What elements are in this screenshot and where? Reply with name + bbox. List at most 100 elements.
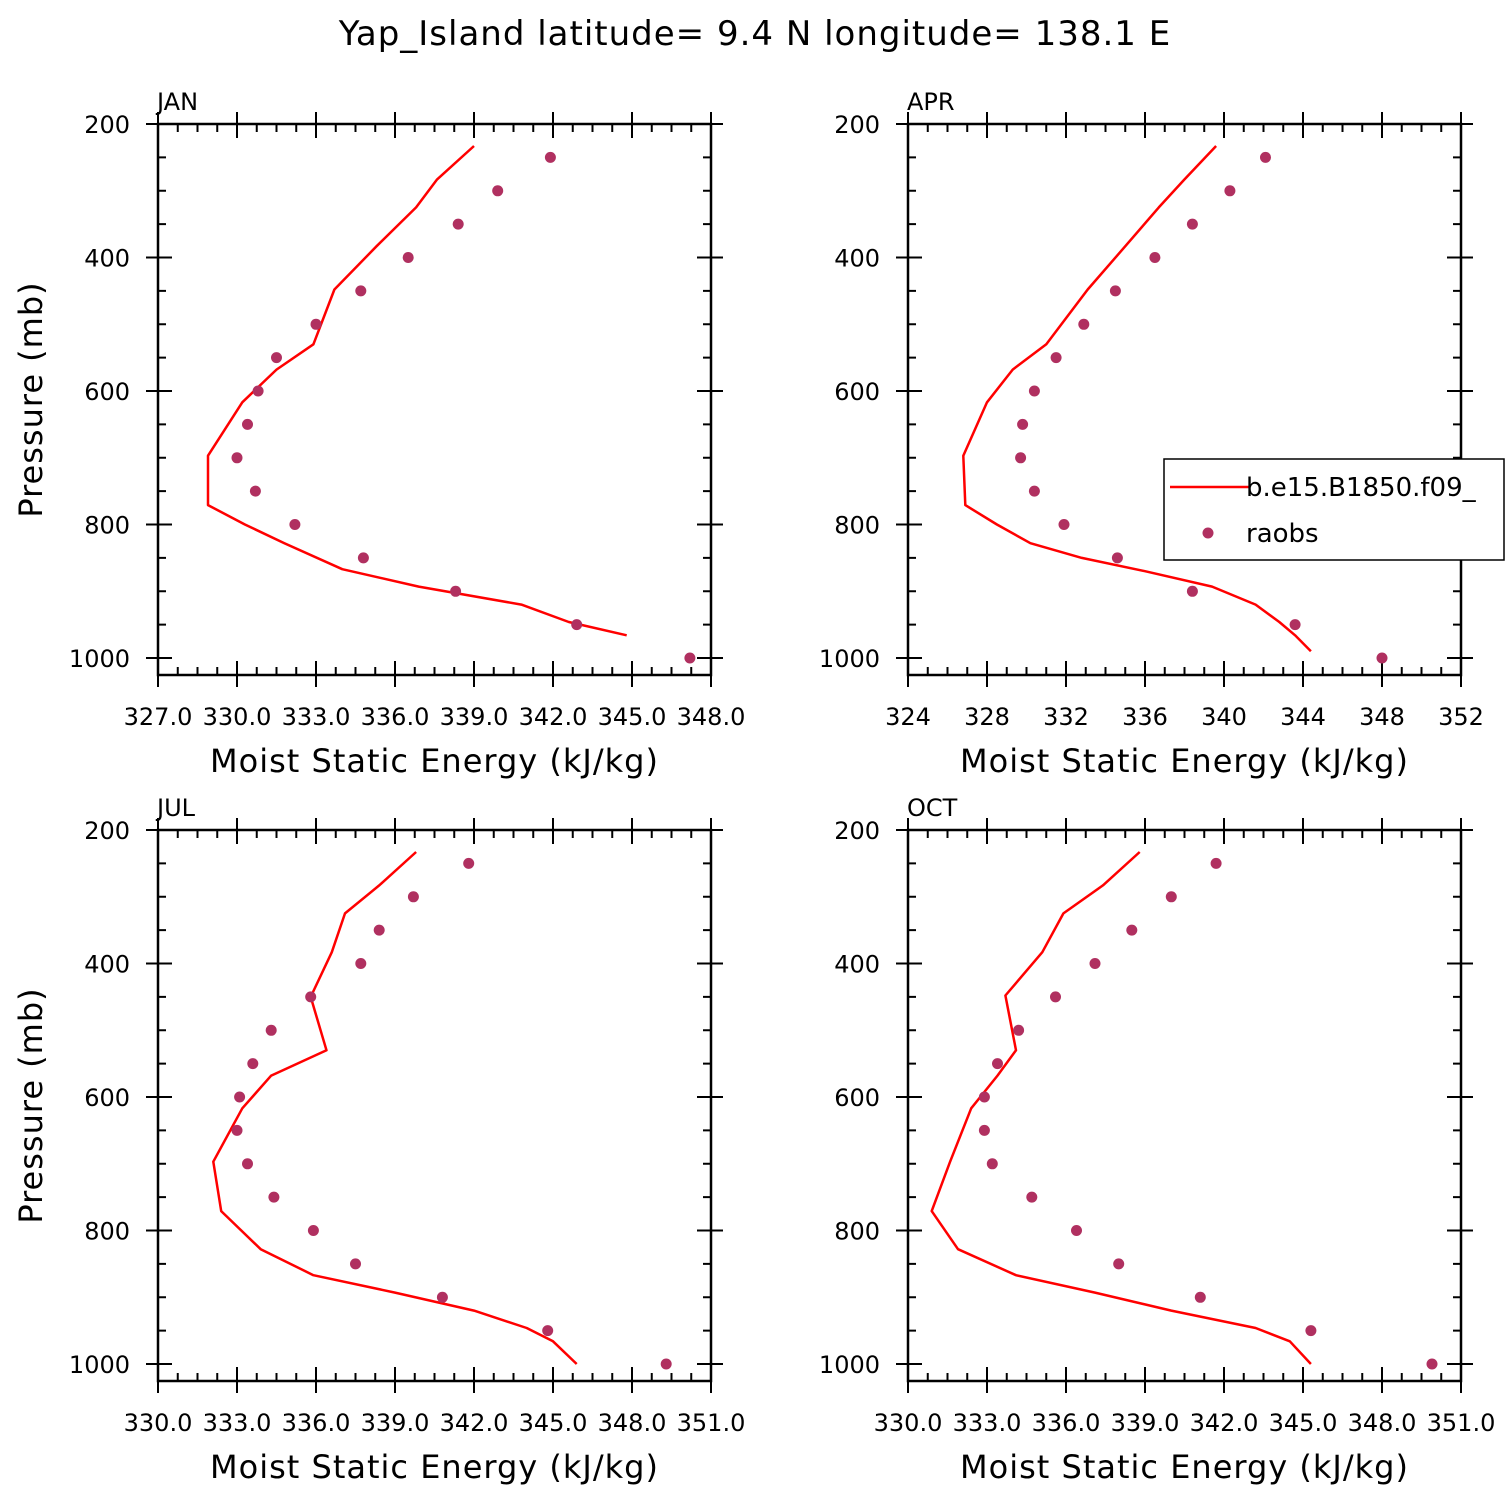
raobs-point [1194, 1291, 1206, 1303]
x-tick-label: 339.0 [440, 703, 509, 731]
x-axis-label: Moist Static Energy (kJ/kg) [960, 1448, 1409, 1486]
raobs-point [452, 218, 464, 230]
x-tick-label: 342.0 [519, 703, 588, 731]
raobs-point [1126, 924, 1138, 936]
chart-panel-oct: OCT 200 400 600 800 1000 330.0 333.0 336.0 339.0 3… [819, 794, 1495, 1486]
raobs-point [684, 652, 696, 664]
raobs-point [1210, 857, 1222, 869]
x-axis-label: Moist Static Energy (kJ/kg) [210, 742, 659, 780]
x-tick-label: 342.0 [1190, 1409, 1259, 1437]
legend-model-label: b.e15.B1850.f09_ [1246, 473, 1477, 503]
raobs-point [355, 285, 367, 297]
y-tick-label: 200 [834, 817, 880, 845]
raobs-point [357, 552, 369, 564]
raobs-point [1305, 1325, 1317, 1337]
raobs-point [1028, 385, 1040, 397]
chart-panel-jul: JUL 200 400 600 800 1000 330.0 333.0 336.0 339.0 3… [12, 794, 745, 1486]
y-tick-label: 1000 [819, 1351, 880, 1379]
x-tick-label: 336.0 [1032, 1409, 1101, 1437]
raobs-point [247, 1058, 259, 1070]
x-tick-label: 336 [1122, 703, 1168, 731]
model-series-line [962, 145, 1312, 653]
raobs-point [450, 585, 462, 597]
y-tick-label: 400 [834, 951, 880, 979]
y-tick-label: 200 [834, 111, 880, 139]
raobs-point [307, 1225, 319, 1236]
chart-panel-apr: APR 200 400 600 800 1000 324 328 332 336 340 344 348… [819, 88, 1484, 780]
raobs-point [242, 418, 253, 430]
y-tick-label: 800 [834, 1218, 880, 1246]
figure-title: Yap_Island latitude= 9.4 N longitude= 13… [338, 14, 1171, 54]
x-tick-label: 348.0 [598, 1409, 667, 1437]
raobs-point [407, 891, 419, 903]
raobs-point [1017, 418, 1029, 430]
raobs-point [1149, 252, 1161, 263]
legend-box [1163, 458, 1505, 561]
chart-panel-jan: JAN 200 400 600 800 1000 327.0 330.0 333.0 336.0 3… [12, 88, 745, 780]
raobs-point [463, 857, 475, 869]
x-tick-label: 332 [1043, 703, 1089, 731]
y-tick-label: 200 [84, 817, 130, 845]
raobs-point [1113, 1258, 1125, 1270]
x-tick-label: 351.0 [677, 1409, 746, 1437]
raobs-point [542, 1325, 554, 1337]
legend: b.e15.B1850.f09_raobs [1163, 458, 1505, 561]
raobs-point [1109, 285, 1121, 297]
y-axis-label: Pressure (mb) [12, 987, 50, 1223]
y-tick-label: 1000 [819, 645, 880, 673]
plot-frame [156, 828, 713, 1383]
panels: JAN 200 400 600 800 1000 327.0 330.0 333.0 336.0 3… [12, 88, 1495, 1486]
y-axis-label: Pressure (mb) [12, 281, 50, 517]
x-tick-label: 342.0 [440, 1409, 509, 1437]
raobs-point [1089, 958, 1101, 969]
y-tick-label: 400 [84, 245, 130, 273]
raobs-point [986, 1158, 998, 1170]
plot-frame [156, 122, 713, 677]
y-tick-label: 800 [834, 512, 880, 540]
x-tick-label: 336.0 [361, 703, 430, 731]
raobs-point [1289, 619, 1301, 631]
raobs-point [660, 1358, 672, 1370]
y-tick-label: 1000 [69, 1351, 130, 1379]
model-series-line [930, 851, 1312, 1365]
raobs-point [1186, 218, 1198, 230]
x-tick-label: 352 [1438, 703, 1484, 731]
raobs-point [1186, 585, 1198, 597]
x-tick-label: 351.0 [1427, 1409, 1496, 1437]
raobs-point [249, 485, 261, 497]
y-tick-label: 600 [84, 1084, 130, 1112]
y-tick-label: 800 [84, 1218, 130, 1246]
raobs-point [289, 519, 301, 530]
legend-marker-swatch [1202, 527, 1214, 539]
raobs-point [544, 151, 556, 163]
y-tick-label: 400 [834, 245, 880, 273]
raobs-point [1260, 151, 1271, 163]
raobs-point [992, 1058, 1003, 1070]
y-tick-label: 600 [84, 378, 130, 406]
raobs-point [268, 1191, 280, 1203]
plot-frame [906, 122, 1463, 677]
raobs-point [234, 1091, 246, 1103]
raobs-point [271, 352, 282, 364]
x-tick-label: 345.0 [519, 1409, 588, 1437]
panel-title: OCT [907, 794, 958, 822]
y-tick-label: 600 [834, 1084, 880, 1112]
x-tick-label: 348.0 [677, 703, 746, 731]
raobs-point [231, 1124, 243, 1136]
raobs-point [305, 991, 317, 1003]
y-tick-label: 200 [84, 111, 130, 139]
x-tick-label: 330.0 [124, 1409, 193, 1437]
raobs-point [231, 452, 243, 464]
y-tick-label: 800 [84, 512, 130, 540]
raobs-point [350, 1258, 361, 1270]
panel-title: JUL [155, 794, 196, 822]
y-tick-label: 1000 [69, 645, 130, 673]
x-tick-label: 345.0 [1269, 1409, 1338, 1437]
raobs-point [436, 1291, 448, 1303]
raobs-point [1050, 352, 1062, 364]
x-tick-label: 339.0 [1111, 1409, 1180, 1437]
x-tick-label: 340 [1201, 703, 1247, 731]
raobs-point [242, 1158, 253, 1170]
raobs-point [571, 619, 583, 631]
